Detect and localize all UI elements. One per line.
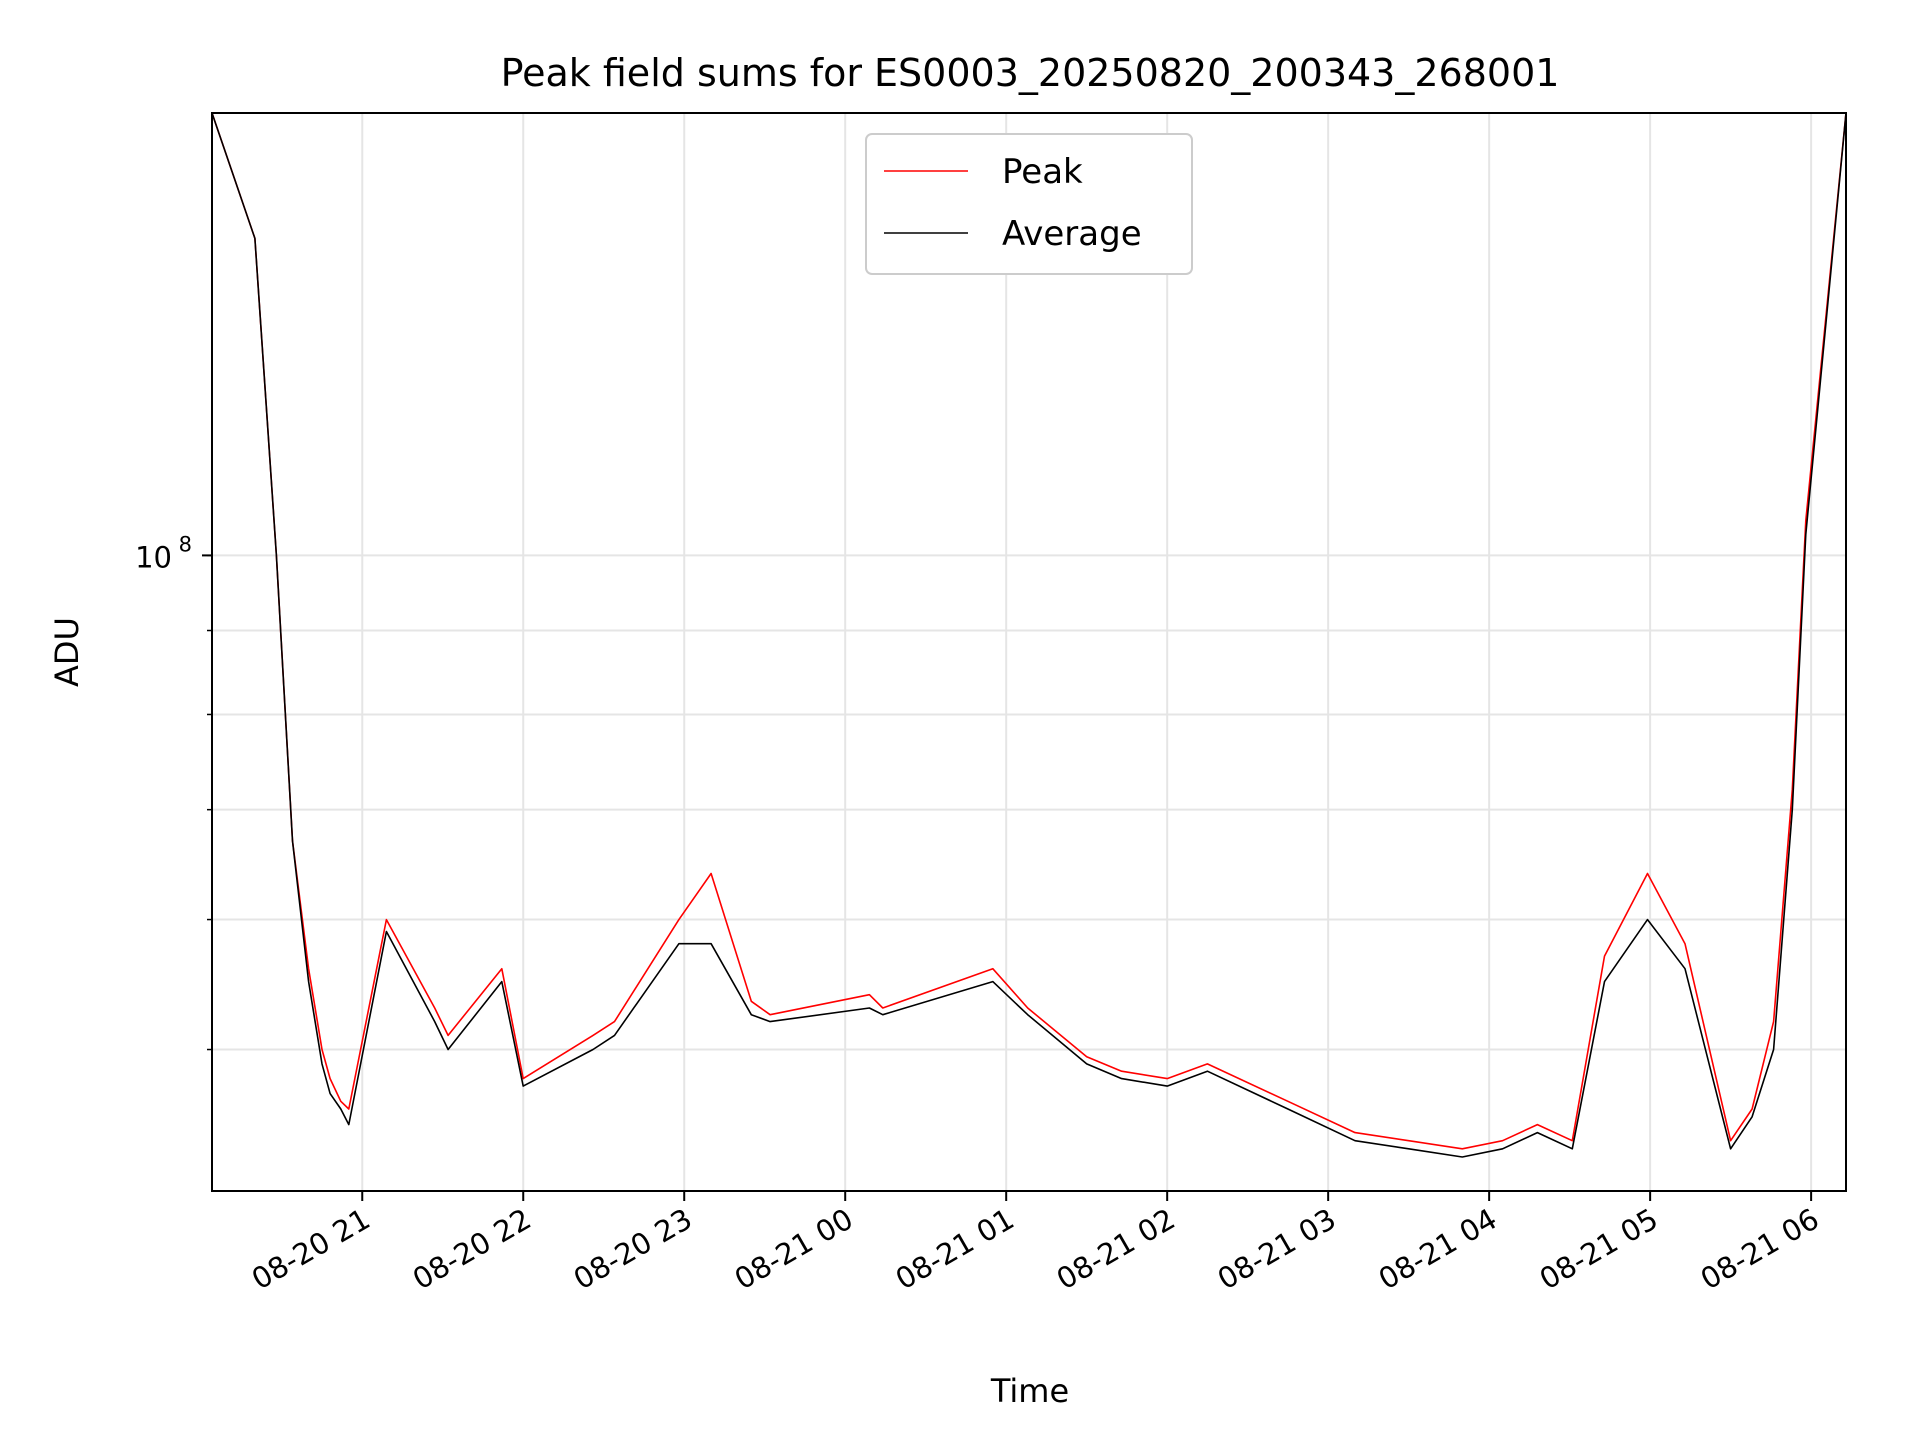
y-axis-ticks: 10 8 — [135, 532, 212, 1051]
series-lines — [211, 112, 1847, 1158]
legend-peak-label: Peak — [1002, 152, 1083, 192]
series-line-average — [211, 112, 1847, 1158]
grid — [212, 113, 1846, 1191]
x-axis-label: Time — [990, 1372, 1069, 1410]
series-line-peak — [211, 112, 1847, 1150]
y-axis-label: ADU — [48, 617, 86, 687]
legend-box — [865, 133, 1193, 275]
chart-title: Peak field sums for ES0003_20250820_2003… — [501, 51, 1560, 95]
legend: Peak Average — [865, 133, 1193, 275]
plot-frame — [211, 112, 1847, 1192]
legend-average-label: Average — [1002, 214, 1142, 254]
y-tick-label-exponent: 8 — [179, 532, 192, 556]
y-tick-label: 10 — [135, 540, 172, 574]
